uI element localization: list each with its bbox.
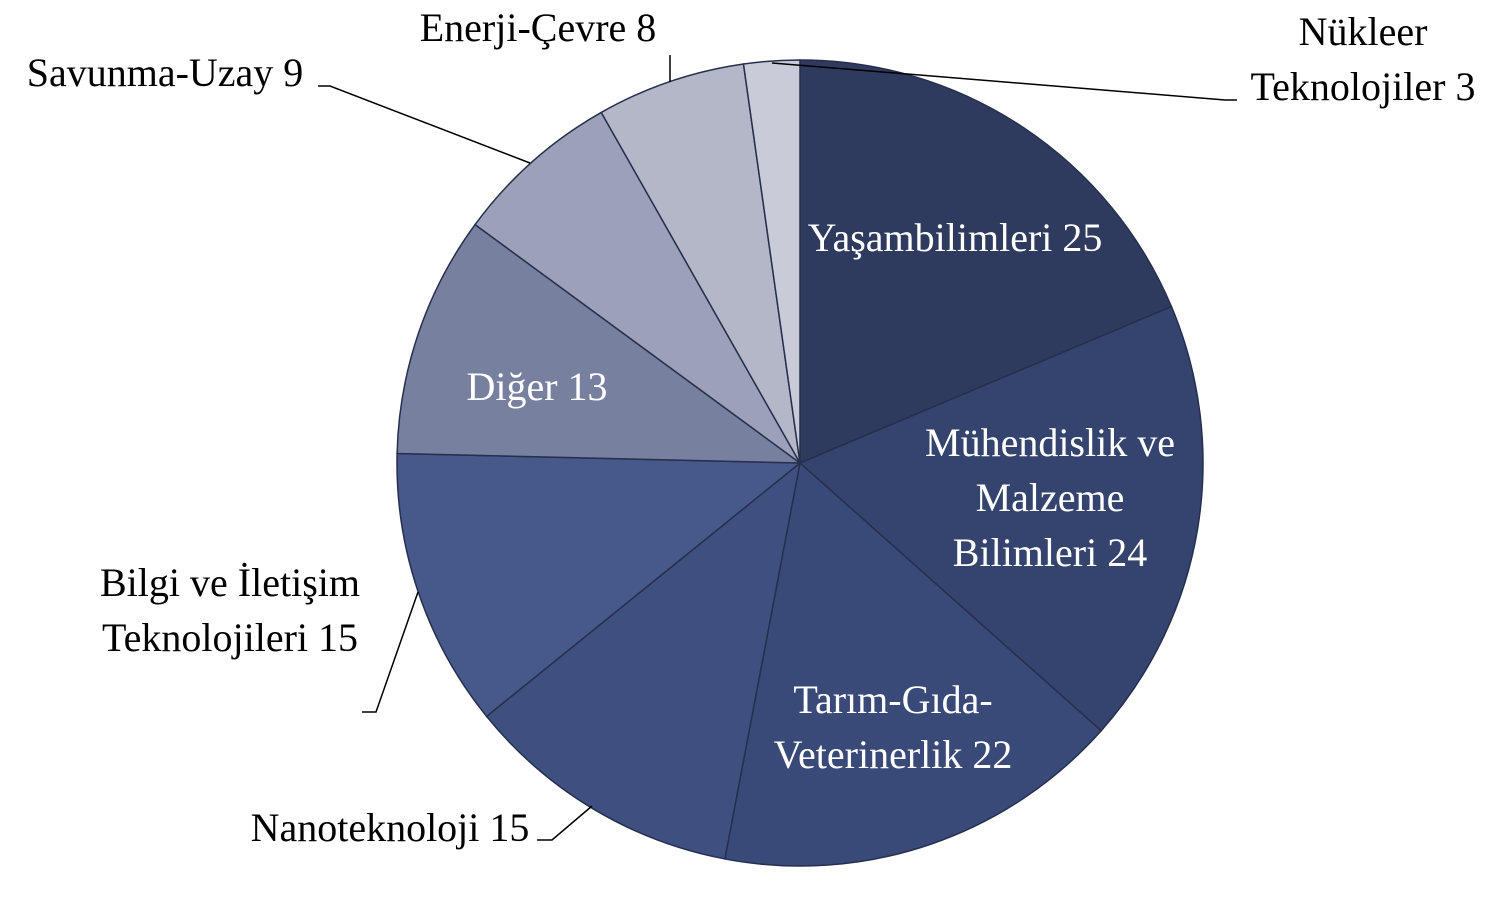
leader-line xyxy=(362,591,419,713)
slice-label: Nükleer Teknolojiler 3 xyxy=(1238,4,1488,114)
pie-slice xyxy=(742,59,801,464)
slice-label: Savunma-Uzay 9 xyxy=(5,45,325,100)
category-label: Diğer xyxy=(466,364,558,409)
value-label: 22 xyxy=(972,732,1013,777)
pie-slice xyxy=(723,461,1103,867)
value-label: 25 xyxy=(1062,215,1103,260)
slice-label: Enerji-Çevre 8 xyxy=(348,0,728,55)
slice-label: Tarım-Gıda-Veterinerlik 22 xyxy=(763,672,1023,782)
pie-slice xyxy=(474,111,801,464)
value-label: 9 xyxy=(283,50,304,95)
category-label: Savunma-Uzay xyxy=(26,50,274,95)
leader-line xyxy=(771,62,1237,101)
category-label: Enerji-Çevre xyxy=(419,5,627,50)
pie-slice xyxy=(799,59,1173,465)
leader-line xyxy=(318,85,531,164)
pie-slice xyxy=(798,305,1204,732)
pie-slice xyxy=(485,461,802,860)
value-label: 24 xyxy=(1107,530,1148,575)
slice-label: Nanoteknoloji 15 xyxy=(245,800,535,855)
pie-slice xyxy=(396,223,803,464)
pie-slice xyxy=(396,452,803,718)
slice-label: Mühendislik ve Malzeme Bilimleri 24 xyxy=(920,415,1180,580)
slice-label: Bilgi ve İletişim Teknolojileri 15 xyxy=(96,555,364,665)
slice-label: Yaşambilimleri 25 xyxy=(790,210,1120,265)
category-label: Yaşambilimleri xyxy=(807,215,1053,260)
slice-label: Diğer 13 xyxy=(387,359,687,414)
category-label: Bilgi ve İletişim Teknolojileri xyxy=(100,560,360,660)
category-label: Nanoteknoloji xyxy=(250,805,480,850)
value-label: 8 xyxy=(636,5,657,50)
leader-line xyxy=(537,805,593,841)
value-label: 15 xyxy=(318,615,359,660)
category-label: Tarım-Gıda-Veterinerlik xyxy=(773,677,993,777)
category-label: Mühendislik ve Malzeme Bilimleri xyxy=(925,420,1175,575)
category-label: Nükleer Teknolojiler xyxy=(1250,9,1446,109)
value-label: 15 xyxy=(489,805,530,850)
value-label: 13 xyxy=(567,364,608,409)
value-label: 3 xyxy=(1455,64,1476,109)
